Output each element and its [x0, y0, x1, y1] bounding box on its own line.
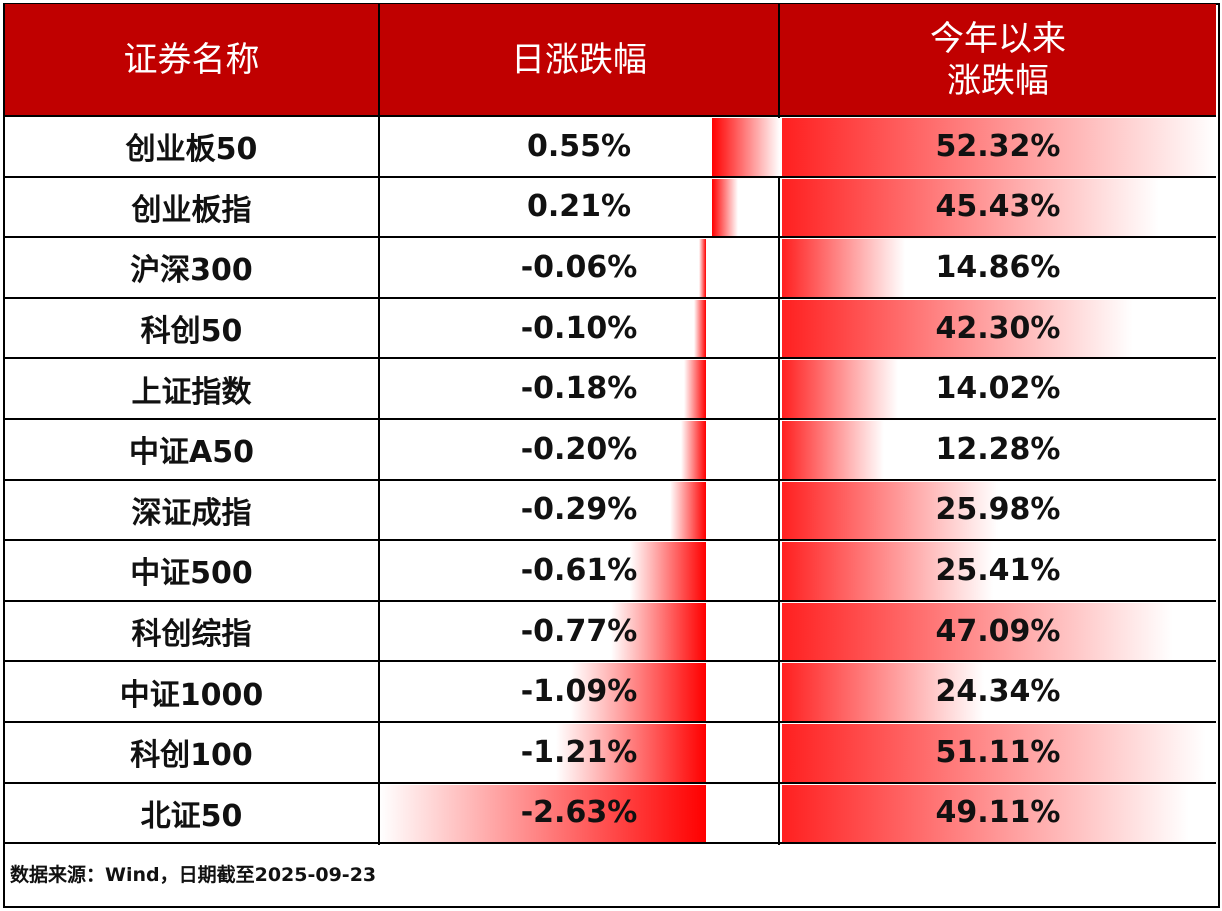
security-name-cell: 科创50	[140, 314, 243, 350]
daily-change-bar	[670, 481, 706, 541]
row-divider	[5, 539, 1216, 542]
daily-change-bar	[570, 663, 706, 722]
row-divider	[5, 418, 1216, 420]
daily-change-label: 0.55%	[526, 128, 632, 164]
header-ytd-change: 今年以来 涨跌幅	[780, 4, 1216, 115]
row-divider	[5, 721, 1216, 723]
header-daily-change-label: 日涨跌幅	[511, 39, 647, 80]
security-name-cell: 科创100	[130, 738, 253, 774]
daily-change-bar	[693, 299, 706, 359]
row-divider	[5, 236, 1216, 239]
ytd-change-label: 14.86%	[935, 249, 1061, 285]
daily-change-label: -0.10%	[520, 310, 638, 346]
ytd-change-label: 52.32%	[935, 128, 1061, 164]
daily-change-bar	[683, 360, 706, 419]
ytd-change-label: 24.34%	[935, 674, 1061, 710]
ytd-change-label: 49.11%	[935, 795, 1061, 831]
row-divider	[5, 660, 1216, 663]
daily-change-label: -0.77%	[520, 613, 638, 649]
ytd-change-label: 47.09%	[935, 613, 1061, 649]
data-source-note: 数据来源：Wind，日期截至2025-09-23	[10, 864, 377, 886]
daily-change-label: -0.29%	[520, 492, 638, 528]
row-divider	[5, 478, 1216, 481]
ytd-change-bar	[782, 542, 993, 601]
daily-change-label: -1.09%	[520, 674, 638, 710]
security-name-cell: 沪深300	[130, 253, 253, 289]
daily-change-label: -0.61%	[520, 552, 638, 588]
header-divider	[5, 115, 1216, 117]
security-name-cell: 中证A50	[129, 435, 254, 471]
ytd-change-label: 14.02%	[935, 371, 1061, 407]
row-divider	[5, 781, 1216, 784]
row-divider	[5, 296, 1216, 299]
daily-change-bar	[681, 421, 706, 480]
daily-change-bar	[610, 602, 706, 662]
daily-change-bar	[698, 239, 706, 298]
header-security-name: 证券名称	[5, 4, 378, 115]
ytd-change-label: 42.30%	[935, 310, 1061, 346]
daily-change-label: -1.21%	[520, 734, 638, 770]
daily-change-bar	[712, 118, 781, 177]
security-name-cell: 上证指数	[131, 374, 252, 410]
ytd-change-label: 25.41%	[935, 552, 1061, 588]
ytd-change-bar	[782, 481, 998, 541]
ytd-change-label: 25.98%	[935, 492, 1061, 528]
row-divider	[5, 599, 1216, 602]
row-divider	[5, 357, 1216, 360]
security-name-cell: 创业板指	[131, 192, 252, 228]
ytd-change-bar	[782, 360, 899, 419]
ytd-change-bar	[782, 602, 1173, 662]
security-name-cell: 中证500	[130, 556, 253, 592]
column-divider-2	[778, 4, 780, 845]
header-daily-change: 日涨跌幅	[380, 4, 778, 115]
ytd-change-label: 12.28%	[935, 431, 1061, 467]
row-divider	[5, 842, 1216, 845]
daily-change-bar	[380, 784, 706, 844]
header-ytd-change-line2: 涨跌幅	[947, 60, 1049, 101]
ytd-change-bar	[782, 663, 984, 722]
ytd-change-label: 51.11%	[935, 734, 1061, 770]
column-divider-1	[378, 4, 380, 845]
security-name-cell: 深证成指	[131, 495, 252, 531]
daily-change-label: -0.20%	[520, 431, 638, 467]
ytd-change-bar	[782, 724, 1206, 783]
security-name-cell: 科创综指	[131, 617, 252, 653]
ytd-change-bar	[782, 784, 1190, 844]
ytd-change-label: 45.43%	[935, 189, 1061, 225]
daily-change-bar	[556, 724, 706, 783]
daily-change-label: 0.21%	[526, 189, 632, 225]
header-ytd-change-line1: 今年以来	[930, 18, 1066, 59]
header-security-name-label: 证券名称	[123, 39, 260, 80]
daily-change-label: -2.63%	[520, 795, 638, 831]
row-divider	[5, 175, 1216, 178]
security-name-cell: 中证1000	[119, 677, 264, 713]
daily-change-label: -0.06%	[520, 249, 638, 285]
ytd-change-bar	[782, 239, 906, 298]
ytd-change-bar	[782, 178, 1159, 238]
security-name-cell: 创业板50	[125, 132, 258, 168]
daily-change-bar	[712, 178, 739, 238]
ytd-change-bar	[782, 421, 884, 480]
ytd-change-bar	[782, 299, 1133, 359]
daily-change-label: -0.18%	[520, 371, 638, 407]
ytd-change-bar	[782, 118, 1216, 177]
security-name-cell: 北证50	[140, 798, 243, 834]
daily-change-bar	[630, 542, 706, 601]
